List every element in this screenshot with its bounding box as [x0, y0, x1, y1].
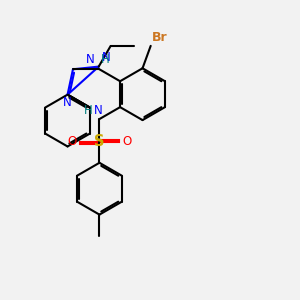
Text: O: O [68, 135, 76, 148]
Text: Br: Br [152, 32, 168, 44]
Text: S: S [94, 134, 105, 149]
Text: N: N [86, 53, 95, 66]
Text: O: O [122, 135, 131, 148]
Text: N: N [94, 104, 102, 117]
Text: N: N [102, 51, 110, 64]
Text: H: H [84, 104, 93, 117]
Text: N: N [63, 96, 72, 109]
Text: H: H [101, 53, 110, 66]
